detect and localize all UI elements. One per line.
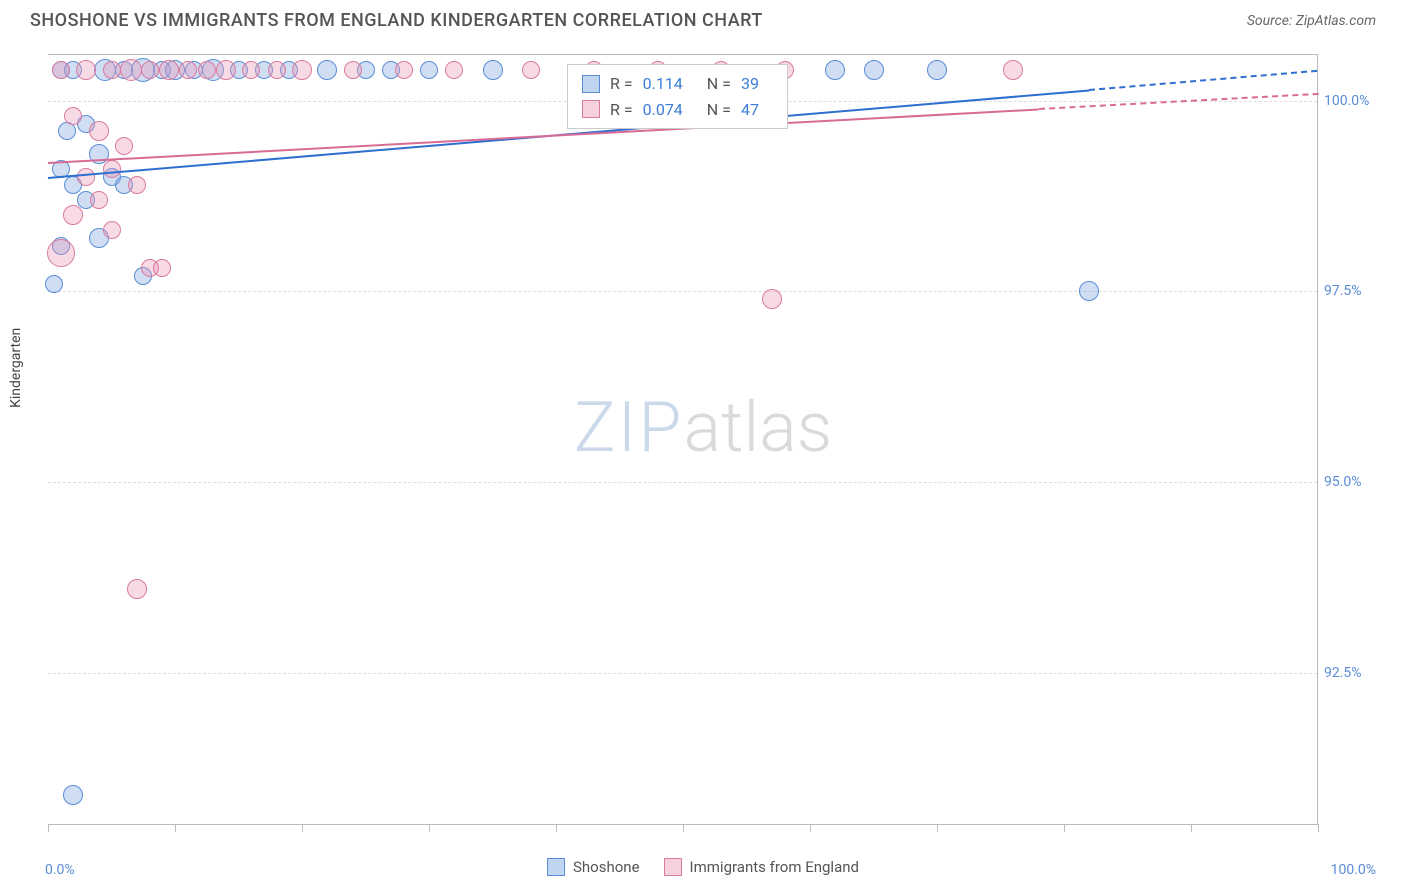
data-point — [395, 61, 413, 79]
data-point — [420, 61, 438, 79]
y-tick-label: 95.0% — [1324, 474, 1379, 490]
data-point — [153, 259, 171, 277]
data-point — [64, 107, 82, 125]
data-point — [141, 61, 159, 79]
legend-swatch — [547, 858, 565, 876]
data-point — [445, 61, 463, 79]
stats-swatch — [582, 100, 600, 118]
x-tick — [48, 824, 49, 832]
stats-r-label: R = — [610, 97, 633, 123]
data-point — [52, 61, 70, 79]
stats-n-label: N = — [707, 97, 731, 123]
data-point — [103, 160, 121, 178]
chart-plot-area: 92.5%95.0%97.5%100.0% — [48, 54, 1318, 824]
trend-line — [48, 108, 1039, 164]
data-point — [483, 60, 503, 80]
legend-item: Shoshone — [547, 858, 640, 876]
chart-source: Source: ZipAtlas.com — [1247, 13, 1376, 29]
gridline — [48, 673, 1317, 674]
data-point — [268, 61, 286, 79]
data-point — [159, 60, 179, 80]
x-tick — [302, 824, 303, 832]
data-point — [179, 61, 197, 79]
data-point — [1079, 281, 1099, 301]
y-tick-label: 97.5% — [1324, 283, 1379, 299]
chart-header: SHOSHONE VS IMMIGRANTS FROM ENGLAND KIND… — [0, 0, 1406, 39]
data-point — [115, 137, 133, 155]
data-point — [63, 785, 83, 805]
legend-label: Shoshone — [573, 858, 640, 876]
data-point — [45, 275, 63, 293]
stats-r-value: 0.114 — [643, 71, 683, 97]
data-point — [216, 60, 236, 80]
gridline — [48, 482, 1317, 483]
y-tick-label: 92.5% — [1324, 665, 1379, 681]
x-tick — [810, 824, 811, 832]
stats-n-value: 39 — [741, 71, 759, 97]
x-tick — [683, 824, 684, 832]
x-tick — [937, 824, 938, 832]
stats-swatch — [582, 75, 600, 93]
stats-r-value: 0.074 — [643, 97, 683, 123]
x-axis-label-min: 0.0% — [45, 862, 75, 878]
data-point — [927, 60, 947, 80]
y-axis-title: Kindergarten — [8, 328, 24, 408]
stats-r-label: R = — [610, 71, 633, 97]
data-point — [76, 60, 96, 80]
x-axis-label-max: 100.0% — [1331, 862, 1376, 878]
chart-title: SHOSHONE VS IMMIGRANTS FROM ENGLAND KIND… — [30, 10, 763, 31]
legend-label: Immigrants from England — [690, 858, 859, 876]
data-point — [825, 60, 845, 80]
stats-legend-box: R = 0.114 N = 39 R = 0.074 N = 47 — [567, 64, 788, 129]
data-point — [90, 191, 108, 209]
x-axis — [48, 824, 1318, 825]
data-point — [344, 61, 362, 79]
data-point — [128, 176, 146, 194]
data-point — [1003, 60, 1023, 80]
data-point — [292, 60, 312, 80]
x-tick — [556, 824, 557, 832]
y-tick-label: 100.0% — [1324, 93, 1379, 109]
stats-row: R = 0.074 N = 47 — [582, 97, 773, 123]
data-point — [63, 205, 83, 225]
data-point — [103, 221, 121, 239]
plot-canvas: 92.5%95.0%97.5%100.0% — [48, 55, 1317, 824]
stats-n-label: N = — [707, 71, 731, 97]
data-point — [522, 61, 540, 79]
data-point — [864, 60, 884, 80]
x-tick — [1318, 824, 1319, 832]
data-point — [762, 289, 782, 309]
x-tick — [429, 824, 430, 832]
legend-swatch — [664, 858, 682, 876]
stats-n-value: 47 — [741, 97, 759, 123]
data-point — [198, 61, 216, 79]
data-point — [317, 60, 337, 80]
data-point — [103, 61, 121, 79]
bottom-legend: Shoshone Immigrants from England — [547, 858, 859, 876]
gridline — [48, 291, 1317, 292]
x-tick — [175, 824, 176, 832]
data-point — [47, 239, 75, 267]
data-point — [120, 59, 142, 81]
x-tick — [1191, 824, 1192, 832]
legend-item: Immigrants from England — [664, 858, 859, 876]
data-point — [242, 61, 260, 79]
data-point — [127, 579, 147, 599]
data-point — [89, 121, 109, 141]
trend-line-dashed — [1089, 70, 1318, 91]
x-tick — [1064, 824, 1065, 832]
stats-row: R = 0.114 N = 39 — [582, 71, 773, 97]
data-point — [77, 168, 95, 186]
